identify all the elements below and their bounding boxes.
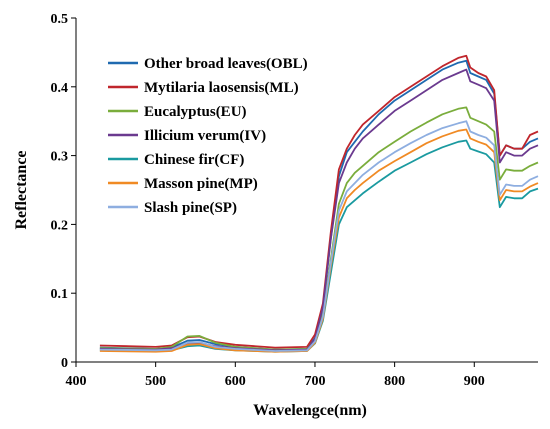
series-layer bbox=[99, 54, 539, 353]
y-axis-title: Reflectance bbox=[13, 150, 30, 229]
legend: Other broad leaves(OBL) Mytilaria laosens… bbox=[108, 56, 308, 216]
y-tick-label: 0.5 bbox=[51, 12, 69, 27]
series-line-2 bbox=[99, 106, 539, 351]
legend-label-5: Masson pine(MP) bbox=[144, 176, 258, 192]
legend-label-2: Eucalyptus(EU) bbox=[144, 104, 247, 120]
x-tick-label: 700 bbox=[304, 374, 325, 389]
x-tick-label: 500 bbox=[145, 374, 166, 389]
y-tick-label: 0 bbox=[61, 356, 68, 371]
ticks: 400 500 600 700 800 900 0 0.1 0.2 0.3 0.4 0.5 bbox=[51, 12, 485, 389]
x-tick-label: 600 bbox=[225, 374, 246, 389]
x-tick-label: 400 bbox=[66, 374, 87, 389]
legend-label-1: Mytilaria laosensis(ML) bbox=[144, 80, 299, 96]
y-tick-label: 0.1 bbox=[51, 287, 69, 302]
series-line-6 bbox=[99, 120, 539, 352]
y-tick-label: 0.2 bbox=[51, 218, 69, 233]
legend-label-6: Slash pine(SP) bbox=[144, 200, 237, 216]
legend-label-0: Other broad leaves(OBL) bbox=[144, 56, 308, 72]
y-tick-label: 0.3 bbox=[51, 150, 69, 165]
y-tick-label: 0.4 bbox=[51, 81, 69, 96]
axes bbox=[75, 18, 538, 363]
x-tick-label: 900 bbox=[464, 374, 485, 389]
x-axis-title: Wavelengce(nm) bbox=[253, 402, 367, 419]
x-tick-label: 800 bbox=[384, 374, 405, 389]
legend-label-4: Chinese fir(CF) bbox=[144, 152, 244, 168]
legend-label-3: Illicium verum(IV) bbox=[144, 128, 266, 144]
